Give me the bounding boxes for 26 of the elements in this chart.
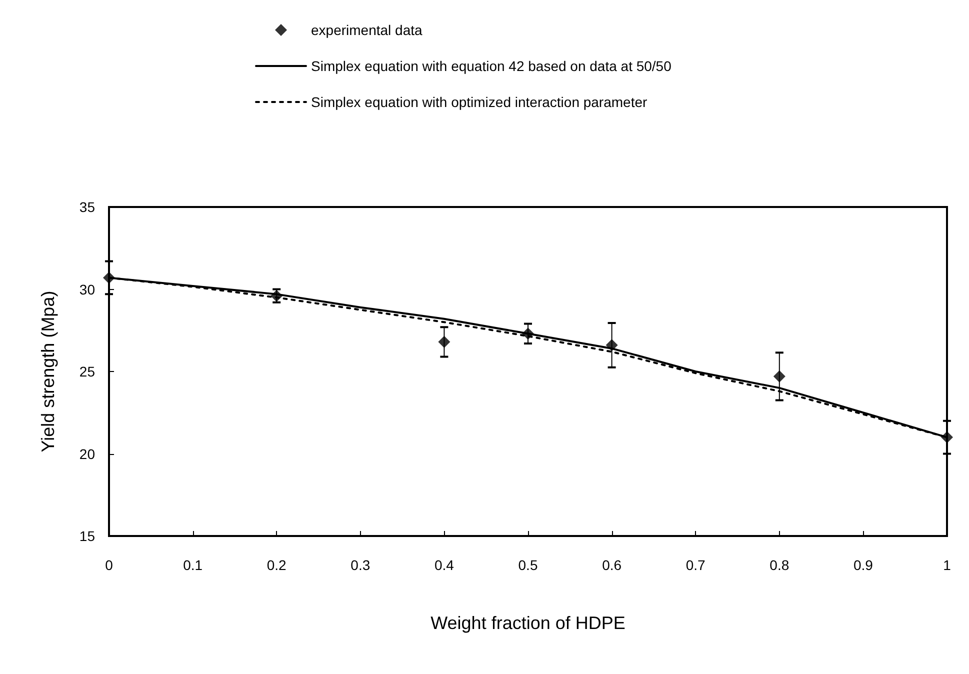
point	[438, 336, 450, 348]
y-tick-label: 25	[79, 364, 96, 380]
x-tick-label: 0.6	[602, 557, 622, 573]
point	[522, 328, 534, 340]
y-tick-label: 15	[79, 528, 96, 544]
x-tick-label: 1	[943, 557, 952, 573]
legend-label: Simplex equation with optimized interaction parameter	[311, 94, 648, 110]
x-axis-title: Weight fraction of HDPE	[430, 613, 626, 633]
point	[773, 370, 786, 382]
point	[606, 339, 618, 352]
y-tick-label: 35	[79, 199, 96, 215]
x-tick-label: 0.1	[183, 557, 203, 573]
x-tick-label: 0.4	[434, 557, 454, 573]
x-tick-label: 0.3	[350, 557, 370, 573]
y-tick-label: 30	[79, 281, 96, 298]
legend-label: Simplex equation with equation 42 based on data at 50/50	[311, 58, 672, 74]
x-tick-label: 0.5	[518, 557, 538, 573]
y-tick-label: 20	[79, 446, 96, 462]
x-tick-label: 0.8	[770, 557, 790, 573]
x-tick-label: 0	[105, 557, 114, 573]
x-tick-label: 0.2	[266, 557, 287, 573]
point	[941, 431, 953, 444]
x-tick-label: 0.9	[853, 557, 874, 573]
legend-label: experimental data	[311, 22, 423, 38]
y-axis-title: Yield strength (Mpa)	[38, 290, 58, 452]
x-tick-label: 0.7	[686, 557, 706, 573]
